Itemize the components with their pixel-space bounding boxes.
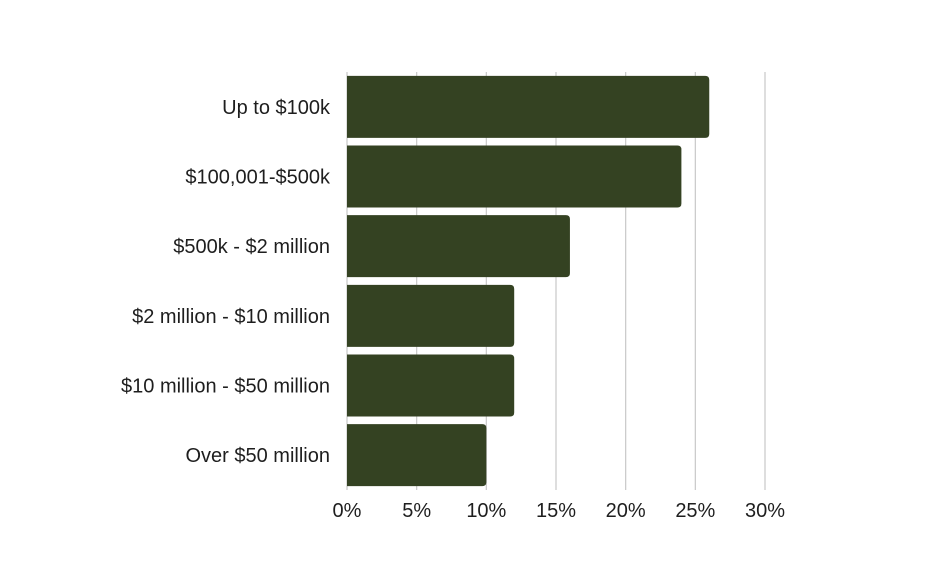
category-label-5: $10 million - $50 million: [121, 376, 330, 398]
x-tick-label-15: 15%: [536, 500, 576, 522]
x-tick-label-10: 10%: [466, 500, 506, 522]
category-label-6: Over $50 million: [185, 445, 330, 467]
category-label-3: $500k - $2 million: [173, 236, 330, 258]
x-tick-label-5: 5%: [402, 500, 431, 522]
bars: [347, 75, 710, 487]
bar-5: [347, 354, 515, 417]
grid-lines: [346, 72, 766, 490]
x-tick-label-0: 0%: [333, 500, 362, 522]
category-label-1: Up to $100k: [222, 97, 331, 119]
category-label-4: $2 million - $10 million: [132, 306, 330, 328]
category-labels: Up to $100k $100,001-$500k $500k - $2 mill…: [121, 97, 331, 467]
bar-3: [347, 215, 570, 278]
x-axis-tick-labels: 0% 5% 10% 15% 20% 25% 30%: [333, 500, 786, 522]
bar-1: [347, 75, 710, 138]
bar-6: [347, 424, 487, 487]
bar-4: [347, 284, 515, 347]
x-tick-label-25: 25%: [675, 500, 715, 522]
bar-2: [347, 145, 682, 208]
x-tick-label-20: 20%: [606, 500, 646, 522]
category-label-2: $100,001-$500k: [185, 167, 331, 189]
x-tick-label-30: 30%: [745, 500, 785, 522]
